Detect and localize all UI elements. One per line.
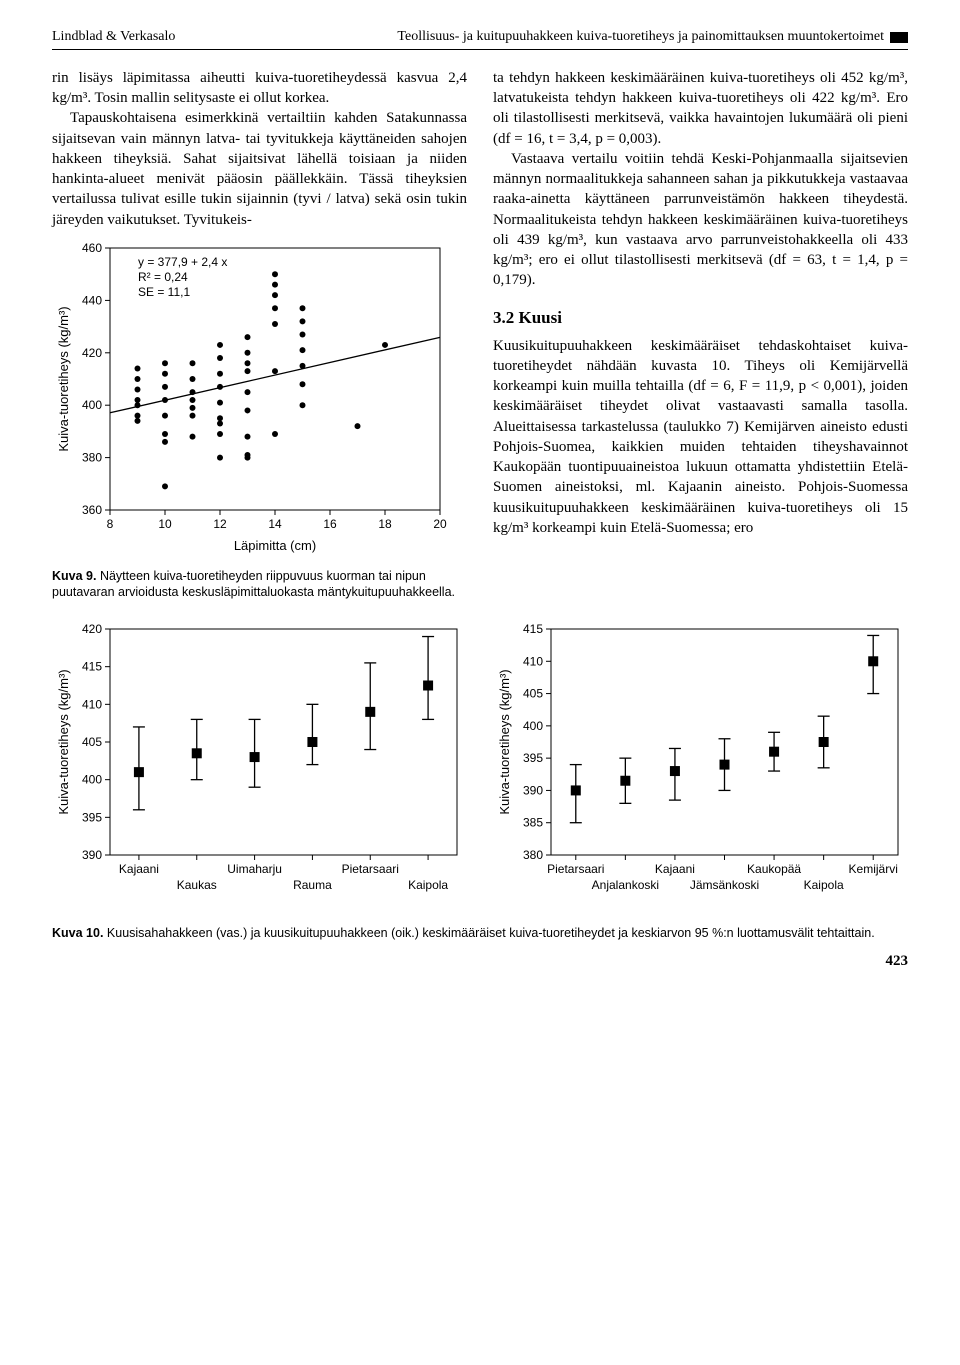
svg-text:Kaipola: Kaipola: [804, 878, 844, 892]
right-column: ta tehdyn hakkeen keskimääräinen kuiva-t…: [493, 68, 908, 601]
svg-text:440: 440: [82, 293, 102, 307]
section-3-2-heading: 3.2 Kuusi: [493, 307, 908, 330]
svg-text:405: 405: [82, 735, 102, 749]
svg-text:12: 12: [213, 517, 227, 531]
svg-text:14: 14: [268, 517, 282, 531]
svg-text:395: 395: [82, 810, 102, 824]
svg-text:16: 16: [323, 517, 337, 531]
svg-text:Kajaani: Kajaani: [655, 862, 695, 876]
svg-text:Kaukas: Kaukas: [177, 878, 217, 892]
svg-text:390: 390: [523, 783, 543, 797]
runhead-title: Teollisuus- ja kuitupuuhakkeen kuiva-tuo…: [397, 28, 884, 47]
svg-text:410: 410: [523, 654, 543, 668]
svg-text:18: 18: [378, 517, 392, 531]
figure-9-label: Kuva 9.: [52, 569, 96, 583]
col1-para1: rin lisäys läpimitassa aiheutti kuiva-tu…: [52, 68, 467, 109]
col2-para2: Vastaava vertailu voitiin tehdä Keski-Po…: [493, 149, 908, 291]
svg-text:385: 385: [523, 815, 543, 829]
figure-10: 390 395 400 405 410 415 420 Kajaani Kaukas Uimaha…: [52, 621, 908, 917]
col2-para1: ta tehdyn hakkeen keskimääräinen kuiva-t…: [493, 68, 908, 149]
svg-text:10: 10: [158, 517, 172, 531]
figure-10-text: Kuusisahahakkeen (vas.) ja kuusikuitupuu…: [107, 926, 875, 940]
col1-para2: Tapauskohtaisena esimerkkinä vertailtiin…: [52, 108, 467, 230]
svg-text:Pietarsaari: Pietarsaari: [342, 862, 399, 876]
figure-10-right-svg: 380 385 390 395 400 405 410 415 Pietarsaari Anjal…: [493, 621, 908, 911]
figure-9: 360 380 400 420 440 460 8 10 12 14 16 18 20 Läpimitta…: [52, 238, 467, 564]
svg-text:Uimaharju: Uimaharju: [227, 862, 282, 876]
figure-9-svg: 360 380 400 420 440 460 8 10 12 14 16 18 20 Läpimitta…: [52, 238, 452, 558]
svg-text:Kuiva-tuoretiheys (kg/m³): Kuiva-tuoretiheys (kg/m³): [497, 669, 512, 814]
figure-10-left-svg: 390 395 400 405 410 415 420 Kajaani Kaukas Uimaha…: [52, 621, 467, 911]
svg-text:Läpimitta (cm): Läpimitta (cm): [234, 538, 316, 553]
figure-10-label: Kuva 10.: [52, 926, 103, 940]
svg-text:395: 395: [523, 751, 543, 765]
running-head: Lindblad & Verkasalo Teollisuus- ja kuit…: [52, 28, 908, 47]
svg-text:420: 420: [82, 346, 102, 360]
svg-text:410: 410: [82, 697, 102, 711]
svg-text:390: 390: [82, 848, 102, 862]
col2-para3: Kuusikuitupuuhakkeen keskimääräiset tehd…: [493, 336, 908, 539]
svg-text:8: 8: [107, 517, 114, 531]
svg-text:Kaukopää: Kaukopää: [747, 862, 801, 876]
svg-text:y = 377,9 + 2,4 x: y = 377,9 + 2,4 x: [138, 255, 227, 269]
svg-text:380: 380: [523, 848, 543, 862]
svg-text:415: 415: [523, 622, 543, 636]
runhead-authors: Lindblad & Verkasalo: [52, 28, 175, 47]
figure-10-right: 380 385 390 395 400 405 410 415 Pietarsaari Anjal…: [493, 621, 908, 917]
svg-text:R² = 0,24: R² = 0,24: [138, 270, 188, 284]
figure-9-caption: Kuva 9. Näytteen kuiva-tuoretiheyden rii…: [52, 568, 467, 601]
svg-text:Rauma: Rauma: [293, 878, 332, 892]
svg-text:Pietarsaari: Pietarsaari: [547, 862, 604, 876]
svg-text:400: 400: [523, 718, 543, 732]
svg-text:Anjalankoski: Anjalankoski: [592, 878, 659, 892]
svg-text:400: 400: [82, 772, 102, 786]
svg-text:380: 380: [82, 450, 102, 464]
figure-10-left: 390 395 400 405 410 415 420 Kajaani Kaukas Uimaha…: [52, 621, 467, 917]
svg-text:460: 460: [82, 241, 102, 255]
svg-text:420: 420: [82, 622, 102, 636]
svg-text:Kuiva-tuoretiheys (kg/m³): Kuiva-tuoretiheys (kg/m³): [56, 669, 71, 814]
section-box-icon: [890, 32, 908, 43]
svg-text:405: 405: [523, 686, 543, 700]
svg-text:Jämsänkoski: Jämsänkoski: [690, 878, 759, 892]
svg-text:Kemijärvi: Kemijärvi: [849, 862, 898, 876]
svg-text:360: 360: [82, 503, 102, 517]
svg-text:Kaipola: Kaipola: [408, 878, 448, 892]
svg-text:Kajaani: Kajaani: [119, 862, 159, 876]
svg-text:SE = 11,1: SE = 11,1: [138, 285, 190, 299]
page-number: 423: [52, 951, 908, 971]
svg-text:Kuiva-tuoretiheys (kg/m³): Kuiva-tuoretiheys (kg/m³): [56, 306, 71, 451]
header-rule: [52, 49, 908, 50]
svg-text:400: 400: [82, 398, 102, 412]
svg-text:20: 20: [433, 517, 447, 531]
left-column: rin lisäys läpimitassa aiheutti kuiva-tu…: [52, 68, 467, 601]
figure-10-caption: Kuva 10. Kuusisahahakkeen (vas.) ja kuus…: [52, 925, 908, 941]
svg-text:415: 415: [82, 659, 102, 673]
figure-9-text: Näytteen kuiva-tuoretiheyden riippuvuus …: [52, 569, 455, 599]
